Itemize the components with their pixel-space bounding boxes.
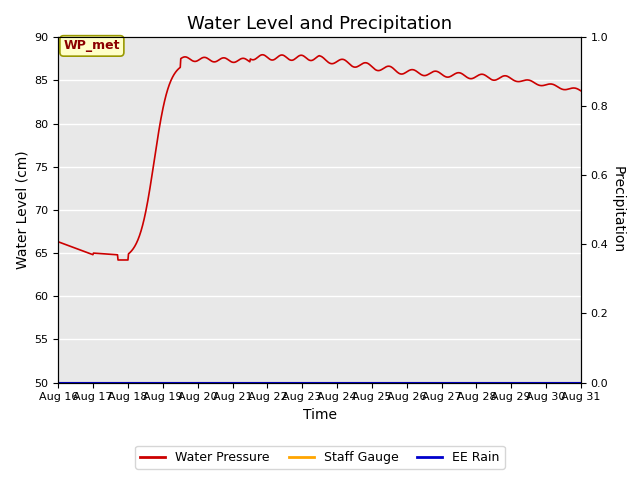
Legend: Water Pressure, Staff Gauge, EE Rain: Water Pressure, Staff Gauge, EE Rain (136, 446, 504, 469)
Y-axis label: Water Level (cm): Water Level (cm) (15, 151, 29, 269)
Text: WP_met: WP_met (63, 39, 120, 52)
Title: Water Level and Precipitation: Water Level and Precipitation (187, 15, 452, 33)
X-axis label: Time: Time (303, 408, 337, 422)
Y-axis label: Precipitation: Precipitation (611, 167, 625, 253)
